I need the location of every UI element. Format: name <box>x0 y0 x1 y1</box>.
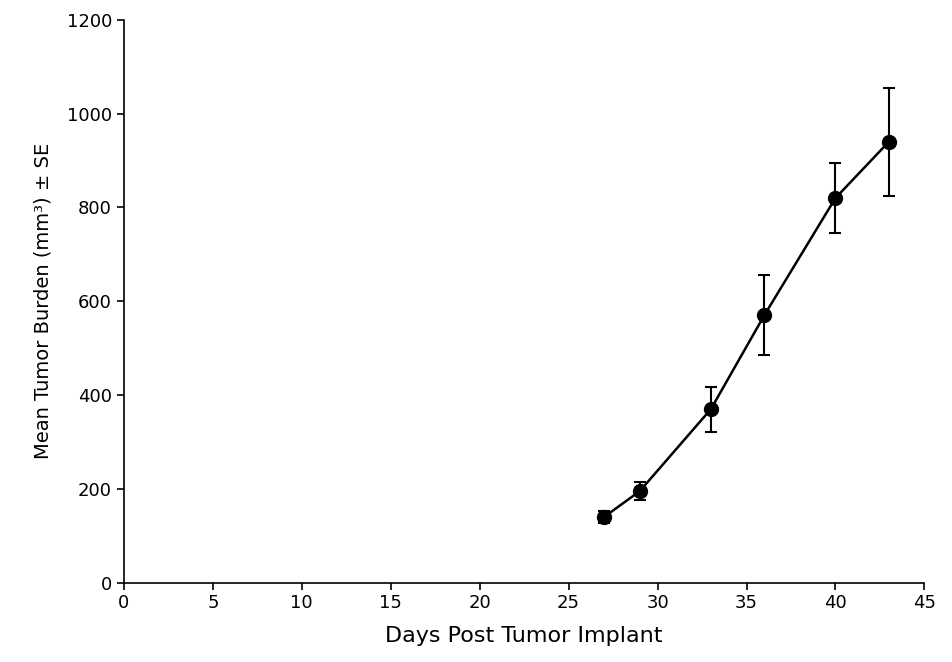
Y-axis label: Mean Tumor Burden (mm³) ± SE: Mean Tumor Burden (mm³) ± SE <box>33 143 52 459</box>
X-axis label: Days Post Tumor Implant: Days Post Tumor Implant <box>385 626 663 646</box>
